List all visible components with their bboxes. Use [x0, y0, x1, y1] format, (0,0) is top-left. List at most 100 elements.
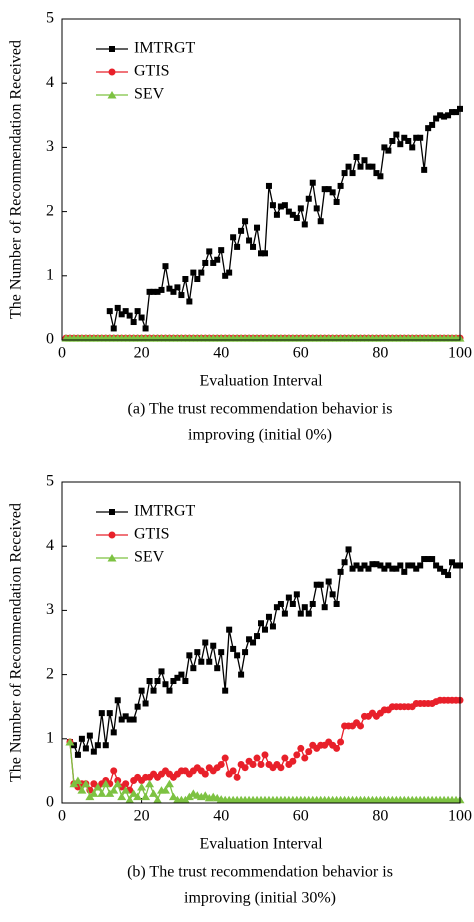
marker [130, 319, 137, 326]
marker [109, 46, 115, 52]
marker [417, 562, 424, 569]
marker [365, 565, 372, 572]
marker [345, 163, 352, 170]
marker [373, 170, 380, 177]
marker [106, 308, 113, 315]
marker [198, 658, 205, 665]
x-tick-label: 60 [293, 345, 309, 362]
marker [289, 600, 296, 607]
legend-label: IMTRGT [134, 40, 196, 57]
marker [385, 562, 392, 569]
x-axis-label: Evaluation Interval [199, 373, 323, 390]
marker [201, 770, 209, 778]
marker [305, 748, 313, 756]
marker [385, 147, 392, 154]
y-tick-label: 4 [46, 74, 54, 91]
marker [389, 137, 396, 144]
marker [337, 182, 344, 189]
marker [333, 600, 340, 607]
marker [242, 218, 249, 225]
marker [261, 626, 268, 633]
marker [241, 764, 249, 772]
marker [453, 109, 460, 116]
marker [202, 259, 209, 266]
marker [449, 109, 456, 116]
marker [202, 639, 209, 646]
marker [381, 144, 388, 151]
marker [230, 645, 237, 652]
marker [281, 610, 288, 617]
marker [226, 626, 233, 633]
marker [214, 665, 221, 672]
marker [117, 792, 127, 801]
marker [301, 754, 309, 762]
y-tick-label: 3 [46, 601, 54, 618]
marker [361, 562, 368, 569]
marker [273, 604, 280, 611]
x-tick-label: 0 [58, 345, 66, 362]
marker [233, 773, 241, 781]
marker [138, 687, 145, 694]
marker [178, 292, 185, 299]
y-tick-label: 5 [46, 10, 54, 27]
legend-label: IMTRGT [134, 503, 196, 520]
chart: 0 20 40 60 80 100 0 1 2 3 4 5 Evaluation Interval The… [8, 10, 472, 444]
marker [357, 163, 364, 170]
marker [109, 509, 115, 515]
marker [182, 276, 189, 283]
marker [190, 269, 197, 276]
legend-label: SEV [134, 549, 165, 566]
marker [113, 779, 123, 788]
x-tick-label: 40 [213, 345, 229, 362]
marker [122, 713, 129, 720]
marker [441, 113, 448, 120]
marker [309, 600, 316, 607]
marker [353, 562, 360, 569]
marker [349, 565, 356, 572]
marker [281, 754, 289, 762]
marker [405, 562, 412, 569]
marker [65, 738, 75, 746]
marker [293, 215, 300, 222]
marker [122, 308, 129, 315]
marker [162, 681, 169, 688]
marker [305, 610, 312, 617]
marker [333, 744, 341, 752]
marker [289, 211, 296, 218]
marker [321, 604, 328, 611]
y-tick-label: 0 [46, 331, 54, 348]
marker [93, 782, 103, 791]
marker [254, 224, 261, 231]
marker [222, 272, 229, 279]
y-tick-label: 1 [46, 266, 54, 283]
marker [357, 722, 364, 730]
marker [126, 312, 133, 319]
marker [166, 687, 173, 694]
marker [269, 623, 276, 630]
marker [393, 565, 400, 572]
x-tick-label: 100 [448, 808, 472, 825]
y-axis-label: The Number of Recommendation Received [8, 40, 25, 319]
marker [110, 729, 117, 736]
marker [401, 134, 408, 141]
marker [108, 68, 116, 76]
marker [198, 269, 205, 276]
marker [114, 697, 121, 704]
marker [174, 284, 181, 291]
marker [333, 198, 340, 205]
marker [405, 137, 412, 144]
marker [329, 189, 336, 196]
marker [82, 745, 89, 752]
marker [170, 678, 177, 685]
marker [285, 594, 292, 601]
marker [221, 754, 229, 762]
marker [222, 687, 229, 694]
marker [182, 678, 189, 685]
marker [253, 754, 261, 762]
marker [433, 562, 440, 569]
marker [250, 243, 257, 250]
marker [162, 263, 169, 270]
marker [134, 308, 141, 315]
x-tick-label: 60 [293, 808, 309, 825]
